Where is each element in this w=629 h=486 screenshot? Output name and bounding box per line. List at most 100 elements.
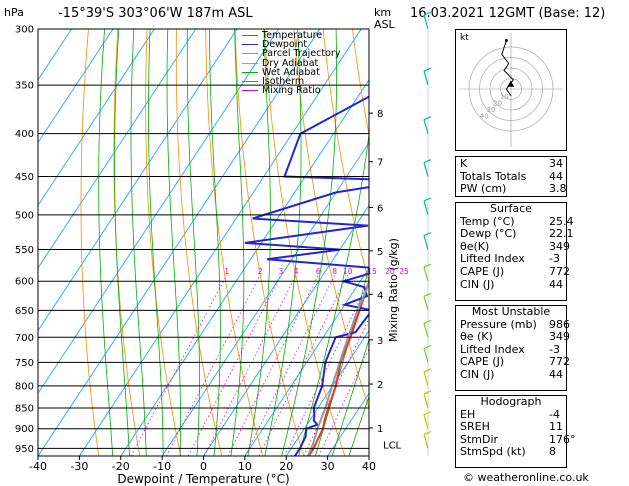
table-row: StmDir 176° xyxy=(456,433,576,447)
dry-adiabat-line xyxy=(113,29,141,456)
wet-adiabat-line xyxy=(331,338,369,456)
legend-swatch xyxy=(242,62,258,64)
hodograph-ring-label: 10 xyxy=(500,93,509,101)
wind-barb-flag xyxy=(423,197,432,202)
wind-barb xyxy=(423,393,429,409)
mixing-ratio-label: 10 xyxy=(343,267,353,276)
wind-barb xyxy=(423,323,429,338)
mixing-ratio-label: 20 xyxy=(385,267,395,276)
mixing-ratio-axis-label: Mixing Ratio (g/kg) xyxy=(387,238,400,342)
mixing-ratio-label: 3 xyxy=(278,267,283,276)
table-row: Totals Totals 44 xyxy=(456,170,566,184)
wind-barb-flag xyxy=(423,231,432,237)
wet-adiabat-line xyxy=(264,29,302,456)
isotherm-line xyxy=(38,29,238,332)
mixing-ratio-line xyxy=(227,274,319,456)
isotherm-line xyxy=(161,141,369,456)
dry-adiabat-line xyxy=(234,29,305,456)
row-value: 3.8 xyxy=(549,182,567,196)
legend-item: Mixing Ratio xyxy=(242,86,340,95)
row-value: 8 xyxy=(549,445,556,459)
legend-swatch xyxy=(242,81,258,83)
wind-barb-flag xyxy=(423,116,432,121)
legend-swatch xyxy=(242,90,258,92)
legend-label: Isotherm xyxy=(262,75,305,87)
table-row: Lifted Index -3 xyxy=(456,342,566,357)
dry-adiabat-line xyxy=(587,29,629,456)
km-tick-label: 7 xyxy=(377,158,383,169)
row-value: 772 xyxy=(549,264,570,278)
row-value: 986 xyxy=(549,317,570,331)
wind-barb-flag xyxy=(423,344,432,349)
mixing-ratio-label: 25 xyxy=(399,267,409,276)
km-tick-label: 2 xyxy=(377,380,383,391)
dry-adiabat-line xyxy=(322,29,369,284)
row-label: EH xyxy=(460,407,476,421)
legend-item: Isotherm xyxy=(242,77,340,86)
wind-barb xyxy=(423,200,429,216)
table-row: PW (cm) 3.8 xyxy=(456,182,567,196)
km-tick-label: 4 xyxy=(377,290,383,301)
legend-label: Parcel Trajectory xyxy=(262,48,341,60)
isotherm-line xyxy=(38,29,155,206)
legend-label: Mixing Ratio xyxy=(262,85,321,97)
row-value: -3 xyxy=(549,342,560,356)
pressure-tick-label: 550 xyxy=(15,245,34,256)
row-value: 349 xyxy=(549,330,570,344)
wind-barb xyxy=(423,235,429,250)
mixing-ratio-label: 8 xyxy=(332,267,337,276)
wet-adiabat-line xyxy=(166,29,181,456)
isotherm-line xyxy=(38,29,279,395)
surface-table: Surface Temp (°C) 25.4 Dewp (°C) 22.1 θe(K) 34… xyxy=(455,202,574,301)
mixing-ratio-label: 6 xyxy=(316,267,321,276)
mixing-ratio-line xyxy=(203,274,297,456)
most-unstable-table: Most Unstable Pressure (mb) 986 θe (K) 349 Li… xyxy=(455,305,570,391)
dry-adiabat-line xyxy=(205,29,264,456)
legend-swatch xyxy=(242,71,258,73)
wet-adiabat-line xyxy=(247,29,271,456)
lcl-label: LCL xyxy=(383,441,402,452)
table-row: Dewp (°C) 22.1 xyxy=(456,227,574,241)
hodograph-kt-label: kt xyxy=(460,33,469,43)
table-row: Lifted Index -3 xyxy=(456,253,566,266)
legend-item: Dry Adiabat xyxy=(242,58,340,68)
location-title: -15°39'S 303°06'W 187m ASL xyxy=(58,6,253,21)
mixing-ratio-line xyxy=(187,274,282,456)
mixing-ratio-label: 15 xyxy=(367,267,377,276)
row-value: 176° xyxy=(549,432,576,446)
row-label: θe (K) xyxy=(460,330,493,344)
legend-item: Dewpoint xyxy=(242,40,340,50)
row-value: 44 xyxy=(549,277,563,291)
wind-barb xyxy=(423,162,429,177)
hodograph-ring-label: 20 xyxy=(493,99,502,107)
mixing-ratio-line xyxy=(258,274,348,456)
x-tick-label: -30 xyxy=(70,460,88,473)
wind-barb xyxy=(423,348,429,363)
table-row: StmSpd (kt) 8 xyxy=(456,446,566,459)
hodograph-trace xyxy=(501,40,514,97)
legend-item: Wet Adiabat xyxy=(242,67,340,77)
table-row: EH -4 xyxy=(456,407,566,422)
pressure-tick-label: 500 xyxy=(15,210,34,221)
row-label: Dewp (°C) xyxy=(460,227,517,241)
wet-adiabat-line xyxy=(298,131,369,456)
row-label: K xyxy=(460,157,468,170)
pressure-tick-label: 300 xyxy=(15,25,34,36)
km-tick-label: 5 xyxy=(377,247,383,258)
wind-barb xyxy=(423,267,429,282)
series-temperature xyxy=(307,278,369,456)
copyright-text: © weatheronline.co.uk xyxy=(463,471,589,484)
wet-adiabat-line xyxy=(281,29,338,456)
wet-adiabat-line xyxy=(98,29,114,456)
km-unit-label: km xyxy=(374,6,392,19)
legend-swatch xyxy=(242,44,258,46)
row-value: 44 xyxy=(549,367,563,381)
wind-barb-flag xyxy=(423,390,432,395)
hpa-unit-label: hPa xyxy=(4,6,24,19)
table-title: Surface xyxy=(490,202,532,215)
x-tick-label: 30 xyxy=(321,460,335,473)
wind-barb-flag xyxy=(423,67,432,72)
x-tick-label: -20 xyxy=(112,460,130,473)
x-tick-label: 10 xyxy=(238,460,252,473)
